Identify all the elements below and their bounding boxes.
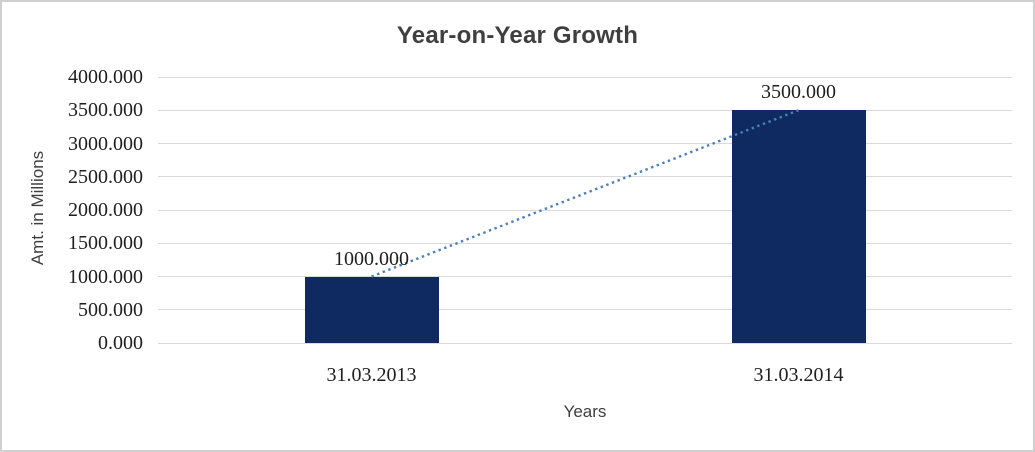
y-tick-label: 4000.000: [68, 66, 143, 88]
x-category-label: 31.03.2013: [326, 364, 417, 386]
chart-title: Year-on-Year Growth: [396, 22, 639, 49]
bar-data-label: 1000.000: [334, 247, 409, 270]
bar: [304, 276, 439, 343]
y-tick-label: 500.000: [78, 298, 143, 321]
gridline: [158, 109, 1012, 111]
y-tick-label: 3500.000: [68, 99, 143, 122]
x-axis-title: Years: [563, 402, 607, 421]
bar: [731, 110, 866, 343]
plot-area: 1000.000 3500.000: [158, 76, 1012, 344]
gridline: [158, 143, 1012, 144]
y-tick-label: 3000.000: [68, 132, 143, 155]
bar-data-label: 3500.000: [761, 81, 836, 104]
gridline: [158, 276, 1012, 277]
x-category-label: 31.03.2014: [753, 364, 844, 386]
gridline: [158, 309, 1012, 311]
y-tick-label: 0.000: [98, 332, 143, 354]
gridline: [158, 176, 1012, 178]
y-tick-label: 1000.000: [68, 265, 143, 288]
gridline: [158, 209, 1012, 211]
gridline: [158, 242, 1012, 244]
gridline: [158, 76, 1012, 78]
gridline: [158, 342, 1012, 344]
y-tick-label: 2000.000: [68, 199, 143, 221]
trendline-layer: [371, 109, 799, 278]
y-tick-label: 2500.000: [68, 165, 143, 188]
y-tick-label: 1500.000: [68, 232, 143, 255]
trendline: [371, 109, 799, 278]
